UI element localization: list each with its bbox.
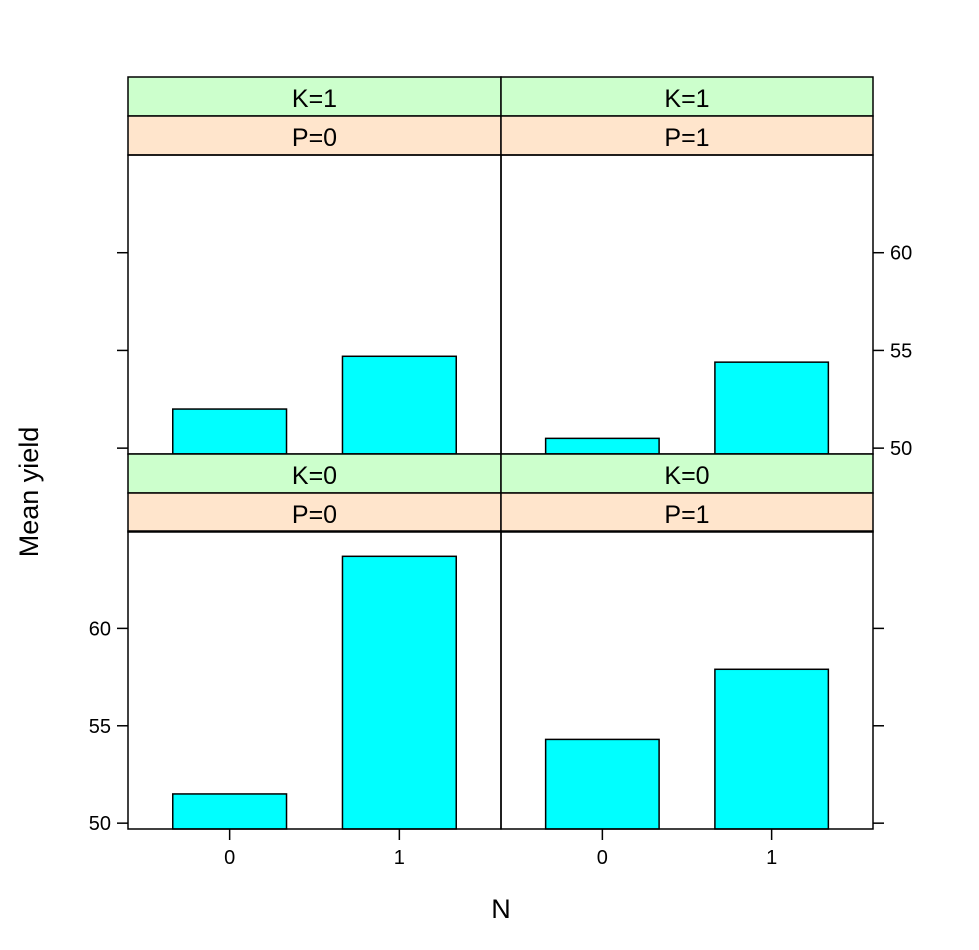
strip-p-label-2: P=0 — [292, 501, 337, 529]
strip-p-label-0: P=0 — [292, 124, 337, 152]
bar-panel-2-n0 — [172, 793, 288, 830]
strip-k-label-3: K=0 — [664, 462, 709, 490]
strip-p-1 — [500, 115, 874, 156]
y-tick-label-right-1: 55 — [890, 340, 912, 362]
y-axis-title: Mean yield — [14, 427, 44, 558]
bar-panel-1-n0 — [544, 437, 660, 455]
bar-panel-0-n1 — [341, 355, 457, 455]
strip-k-label-1: K=1 — [664, 85, 709, 113]
x-axis-title: N — [491, 894, 511, 924]
strip-k-label-2: K=0 — [292, 462, 337, 490]
y-tick-label-left-1: 55 — [89, 716, 111, 738]
strip-k-2 — [127, 453, 502, 494]
bar-panel-0-n0 — [172, 408, 288, 455]
panel-frame-3 — [500, 530, 874, 830]
x-tick-label-col1-1: 1 — [766, 847, 777, 869]
bar-panel-3-n0 — [544, 738, 660, 830]
y-tick-label-right-0: 50 — [890, 438, 912, 460]
y-tick-label-right-2: 60 — [890, 243, 912, 265]
bar-panel-3-n1 — [714, 668, 830, 830]
strip-p-2 — [127, 492, 502, 533]
strip-p-label-3: P=1 — [664, 501, 709, 529]
strip-p-0 — [127, 115, 502, 156]
strip-k-label-0: K=1 — [292, 85, 337, 113]
bar-panel-1-n1 — [714, 361, 830, 455]
strip-p-3 — [500, 492, 874, 533]
strip-p-label-1: P=1 — [664, 124, 709, 152]
panels-layer: K=1 P=0 K=1 P=1 K=0 P=0 K=0 P=1 50 55 60 50 55 60 0 1 0 1 — [89, 76, 912, 869]
strip-k-1 — [500, 76, 874, 117]
x-tick-label-col0-1: 1 — [394, 847, 405, 869]
y-tick-label-left-2: 60 — [89, 618, 111, 640]
bar-panel-2-n1 — [341, 555, 457, 830]
strip-k-3 — [500, 453, 874, 494]
y-tick-label-left-0: 50 — [89, 813, 111, 835]
strip-k-0 — [127, 76, 502, 117]
x-tick-label-col1-0: 0 — [597, 847, 608, 869]
x-tick-label-col0-0: 0 — [224, 847, 235, 869]
